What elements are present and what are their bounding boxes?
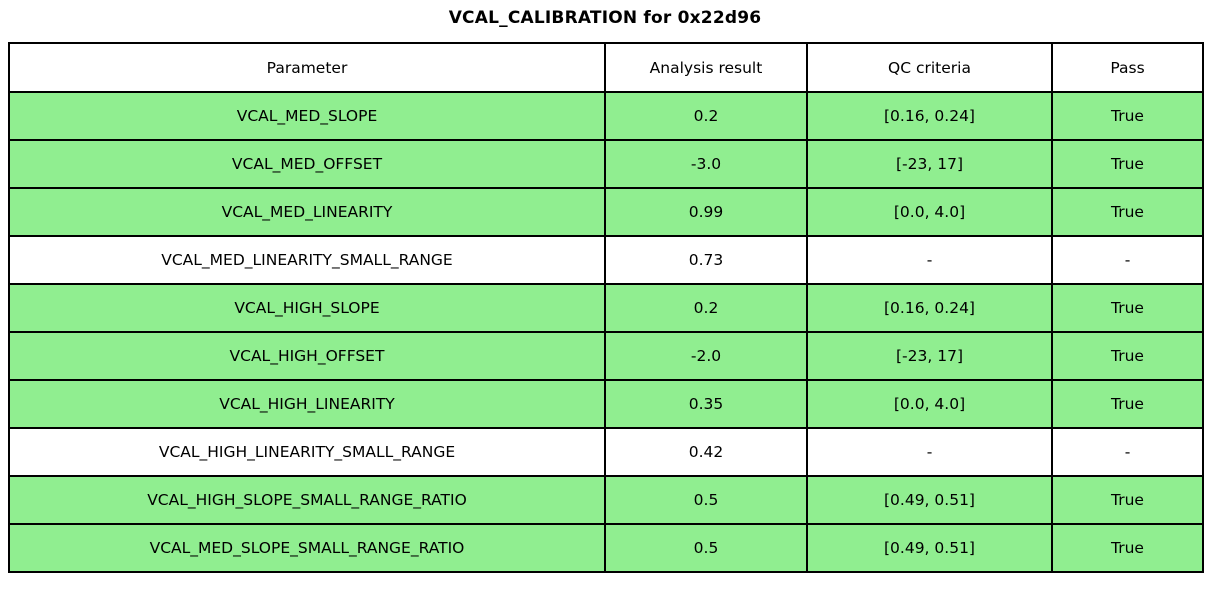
result-cell: 0.2: [604, 91, 808, 141]
pass-cell: True: [1051, 91, 1204, 141]
table-row: VCAL_HIGH_OFFSET -2.0 [-23, 17] True: [8, 331, 1204, 381]
pass-cell: -: [1051, 235, 1204, 285]
table-row: VCAL_HIGH_LINEARITY 0.35 [0.0, 4.0] True: [8, 379, 1204, 429]
result-cell: 0.73: [604, 235, 808, 285]
column-header-parameter: Parameter: [8, 42, 606, 93]
result-cell: 0.99: [604, 187, 808, 237]
page-title: VCAL_CALIBRATION for 0x22d96: [448, 8, 762, 28]
table-row: VCAL_HIGH_SLOPE_SMALL_RANGE_RATIO 0.5 [0…: [8, 475, 1204, 525]
result-cell: 0.42: [604, 427, 808, 477]
criteria-cell: [0.16, 0.24]: [806, 283, 1053, 333]
result-cell: 0.5: [604, 523, 808, 573]
table-row: VCAL_HIGH_SLOPE 0.2 [0.16, 0.24] True: [8, 283, 1204, 333]
param-cell: VCAL_HIGH_LINEARITY_SMALL_RANGE: [8, 427, 606, 477]
criteria-cell: [0.49, 0.51]: [806, 523, 1053, 573]
pass-cell: True: [1051, 187, 1204, 237]
pass-cell: True: [1051, 139, 1204, 189]
pass-cell: -: [1051, 427, 1204, 477]
criteria-cell: -: [806, 427, 1053, 477]
criteria-cell: [0.0, 4.0]: [806, 187, 1053, 237]
criteria-cell: [0.16, 0.24]: [806, 91, 1053, 141]
qc-results-table: Parameter Analysis result QC criteria Pa…: [8, 42, 1204, 573]
column-header-qc-criteria: QC criteria: [806, 42, 1053, 93]
pass-cell: True: [1051, 379, 1204, 429]
table-row: VCAL_MED_LINEARITY 0.99 [0.0, 4.0] True: [8, 187, 1204, 237]
table-row: VCAL_MED_SLOPE_SMALL_RANGE_RATIO 0.5 [0.…: [8, 523, 1204, 573]
column-header-analysis-result: Analysis result: [604, 42, 808, 93]
param-cell: VCAL_MED_SLOPE_SMALL_RANGE_RATIO: [8, 523, 606, 573]
pass-cell: True: [1051, 475, 1204, 525]
result-cell: 0.5: [604, 475, 808, 525]
pass-cell: True: [1051, 523, 1204, 573]
criteria-cell: [0.49, 0.51]: [806, 475, 1053, 525]
table-row: VCAL_MED_OFFSET -3.0 [-23, 17] True: [8, 139, 1204, 189]
param-cell: VCAL_HIGH_OFFSET: [8, 331, 606, 381]
param-cell: VCAL_MED_OFFSET: [8, 139, 606, 189]
result-cell: 0.2: [604, 283, 808, 333]
pass-cell: True: [1051, 283, 1204, 333]
table-row: VCAL_HIGH_LINEARITY_SMALL_RANGE 0.42 - -: [8, 427, 1204, 477]
param-cell: VCAL_MED_SLOPE: [8, 91, 606, 141]
criteria-cell: [0.0, 4.0]: [806, 379, 1053, 429]
criteria-cell: [-23, 17]: [806, 331, 1053, 381]
result-cell: -3.0: [604, 139, 808, 189]
table-row: VCAL_MED_LINEARITY_SMALL_RANGE 0.73 - -: [8, 235, 1204, 285]
param-cell: VCAL_HIGH_SLOPE_SMALL_RANGE_RATIO: [8, 475, 606, 525]
result-cell: 0.35: [604, 379, 808, 429]
param-cell: VCAL_MED_LINEARITY_SMALL_RANGE: [8, 235, 606, 285]
column-header-pass: Pass: [1051, 42, 1204, 93]
table-row: VCAL_MED_SLOPE 0.2 [0.16, 0.24] True: [8, 91, 1204, 141]
result-cell: -2.0: [604, 331, 808, 381]
header-row: Parameter Analysis result QC criteria Pa…: [8, 42, 1204, 93]
param-cell: VCAL_MED_LINEARITY: [8, 187, 606, 237]
criteria-cell: -: [806, 235, 1053, 285]
pass-cell: True: [1051, 331, 1204, 381]
criteria-cell: [-23, 17]: [806, 139, 1053, 189]
param-cell: VCAL_HIGH_SLOPE: [8, 283, 606, 333]
param-cell: VCAL_HIGH_LINEARITY: [8, 379, 606, 429]
